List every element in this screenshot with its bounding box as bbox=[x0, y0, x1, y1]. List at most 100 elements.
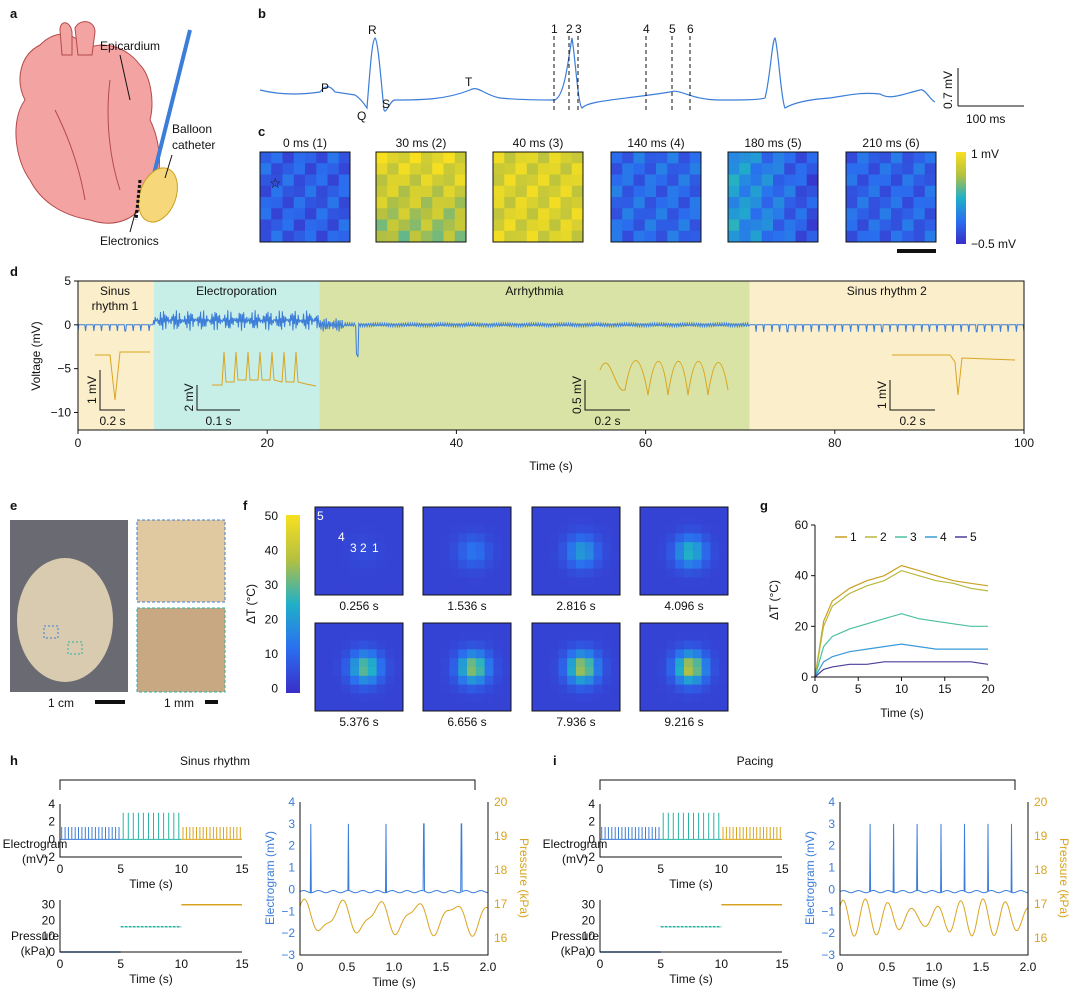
temp-cell bbox=[350, 577, 360, 587]
map-cell bbox=[857, 163, 869, 175]
temp-cell bbox=[376, 702, 386, 712]
temp-cell bbox=[692, 524, 702, 534]
map-cell bbox=[806, 163, 819, 175]
map-cell bbox=[571, 219, 584, 232]
map-cell bbox=[644, 230, 657, 243]
temp-cell bbox=[666, 693, 676, 703]
map-cell bbox=[421, 197, 433, 209]
temp-cell bbox=[692, 586, 702, 596]
temp-cell bbox=[341, 577, 351, 587]
temp-cell bbox=[394, 649, 404, 659]
map-cell bbox=[493, 197, 505, 209]
map-cell bbox=[560, 208, 573, 220]
map-cell bbox=[806, 230, 819, 243]
temp-cell bbox=[475, 693, 485, 703]
map-cell bbox=[493, 152, 505, 164]
temp-cell bbox=[484, 693, 494, 703]
temp-cell bbox=[323, 649, 333, 659]
temp-cell bbox=[710, 577, 720, 587]
map-cell bbox=[846, 208, 858, 220]
temp-cell bbox=[611, 649, 621, 659]
temp-cell bbox=[458, 658, 468, 668]
dual-xtick: 1.0 bbox=[386, 960, 403, 974]
temp-cell bbox=[502, 586, 512, 596]
map-cell bbox=[282, 208, 295, 220]
temp-cell bbox=[611, 524, 621, 534]
temp-cell bbox=[567, 577, 577, 587]
temp-cell bbox=[332, 568, 342, 578]
temp-cell bbox=[467, 551, 477, 561]
egm-segment-2 bbox=[721, 827, 782, 840]
map-cell bbox=[761, 219, 774, 232]
temp-cell bbox=[710, 515, 720, 525]
temp-cell bbox=[558, 631, 568, 641]
temp-cell bbox=[332, 542, 342, 552]
temp-cell bbox=[558, 675, 568, 685]
temp-cell bbox=[640, 559, 650, 569]
temp-cell bbox=[394, 586, 404, 596]
temp-cell bbox=[549, 533, 559, 543]
temp-cell bbox=[576, 586, 586, 596]
temp-cell bbox=[576, 649, 586, 659]
temp-cell bbox=[640, 649, 650, 659]
map-cell bbox=[271, 174, 283, 187]
temp-cell bbox=[359, 507, 369, 517]
temp-cell bbox=[315, 586, 325, 596]
map-cell bbox=[515, 230, 528, 243]
region-label-sinus1a: Sinus bbox=[100, 284, 130, 298]
map-cell bbox=[784, 152, 796, 164]
legend-label-2: 2 bbox=[880, 530, 887, 544]
temp-cell bbox=[440, 551, 450, 561]
map-cell bbox=[316, 174, 328, 187]
temp-cell bbox=[323, 524, 333, 534]
map-cell bbox=[879, 219, 892, 232]
pressure-ytick: 10 bbox=[582, 929, 596, 943]
wave-Q: Q bbox=[357, 109, 366, 123]
map-cell bbox=[611, 185, 623, 198]
temp-cell bbox=[692, 667, 702, 677]
temp-cell bbox=[484, 658, 494, 668]
temp-cell bbox=[423, 542, 433, 552]
temp-cell bbox=[648, 658, 658, 668]
map-cell bbox=[515, 174, 528, 187]
temp-cell bbox=[475, 515, 485, 525]
temp-cell bbox=[431, 586, 441, 596]
temp-cell bbox=[549, 542, 559, 552]
temp-cell bbox=[341, 667, 351, 677]
balloon-catheter-shaft bbox=[148, 29, 192, 191]
temp-cell bbox=[467, 623, 477, 633]
temp-cell bbox=[323, 515, 333, 525]
map-cell bbox=[644, 174, 657, 187]
cbar-tick: 30 bbox=[265, 578, 279, 592]
map-title-2: 40 ms (3) bbox=[513, 136, 564, 150]
map-cell bbox=[879, 197, 892, 209]
map-cell bbox=[656, 174, 668, 187]
dual-ytick-left: 4 bbox=[288, 795, 295, 809]
map-cell bbox=[656, 219, 668, 232]
region-label-2: Arrhythmia bbox=[505, 284, 563, 298]
temp-cell bbox=[484, 623, 494, 633]
map-cell bbox=[305, 219, 317, 232]
map-cell bbox=[493, 163, 505, 175]
map-cell bbox=[902, 185, 914, 198]
temp-cell bbox=[367, 577, 377, 587]
temp-cell bbox=[323, 702, 333, 712]
pressure-ylabel1: Pressure bbox=[11, 929, 59, 943]
map-frame-0 bbox=[259, 151, 351, 243]
temp-cell bbox=[701, 533, 711, 543]
temp-cell bbox=[376, 515, 386, 525]
temp-cell bbox=[323, 631, 333, 641]
temp-cell bbox=[467, 559, 477, 569]
temp-cell bbox=[540, 559, 550, 569]
temp-cell bbox=[449, 684, 459, 694]
pressure-ylabel2: (kPa) bbox=[21, 944, 50, 958]
temp-cell bbox=[719, 515, 729, 525]
temp-cell bbox=[593, 649, 603, 659]
temp-cell bbox=[710, 693, 720, 703]
inset-t-1: 0.1 s bbox=[205, 414, 231, 428]
map-cell bbox=[773, 230, 785, 243]
temp-cell bbox=[493, 586, 503, 596]
temp-cell bbox=[602, 684, 612, 694]
temp-cell bbox=[385, 507, 395, 517]
temp-cell bbox=[332, 693, 342, 703]
